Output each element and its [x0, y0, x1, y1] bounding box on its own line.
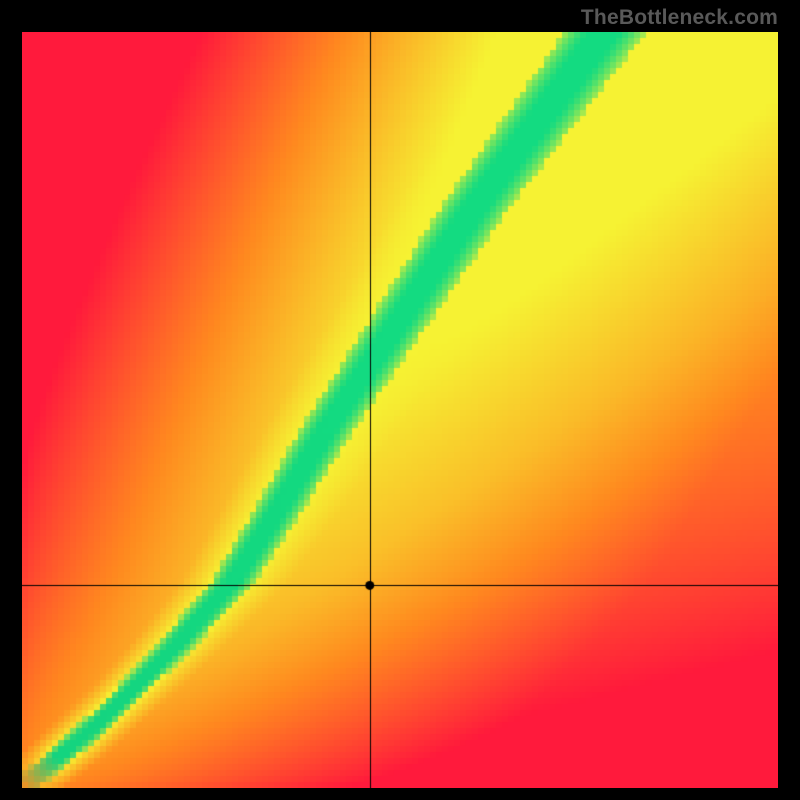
bottleneck-heatmap: [22, 32, 778, 788]
chart-container: TheBottleneck.com: [0, 0, 800, 800]
watermark-text: TheBottleneck.com: [581, 6, 778, 30]
